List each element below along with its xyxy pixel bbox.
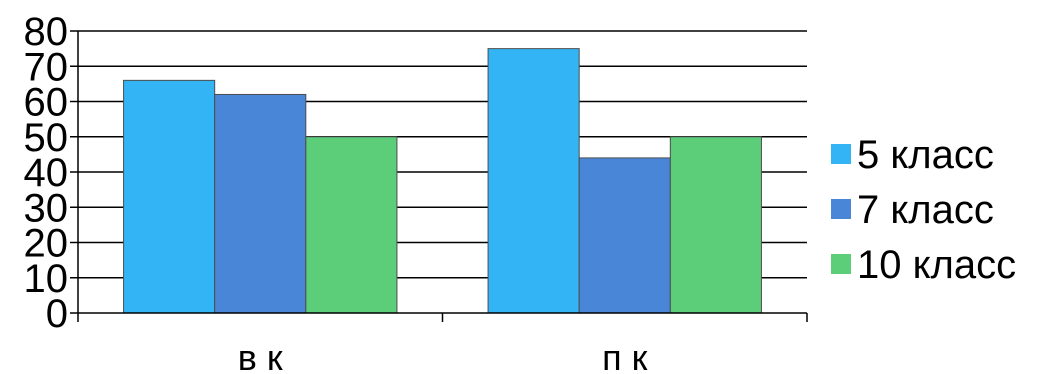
y-tick-label: 80 <box>24 10 69 54</box>
axes <box>70 30 808 322</box>
y-tick-label: 0 <box>46 292 68 336</box>
y-tick-label: 10 <box>24 257 69 301</box>
bar-1-1 <box>123 79 216 314</box>
legend-swatch <box>831 144 851 164</box>
legend-swatch <box>831 254 851 274</box>
bars <box>123 48 762 314</box>
legend: 5 класс 7 класс 10 класс <box>831 133 1016 287</box>
y-tick-label: 40 <box>24 151 69 195</box>
bar-3-1 <box>305 136 398 314</box>
bar-1-2 <box>487 48 580 314</box>
bar-3-2 <box>669 136 762 314</box>
legend-label: 7 класс <box>857 188 994 232</box>
y-tick-label: 50 <box>24 116 69 160</box>
legend-label: 5 класс <box>857 133 994 177</box>
y-tick-label: 20 <box>24 222 69 266</box>
y-tick-label: 60 <box>24 81 69 125</box>
bar-2-1 <box>214 93 307 314</box>
legend-label: 10 класс <box>857 243 1016 287</box>
legend-swatch <box>831 199 851 219</box>
y-tick-label: 70 <box>24 45 69 89</box>
x-category-label: в к <box>238 337 283 374</box>
bar-2-2 <box>578 157 671 314</box>
x-category-label: п к <box>602 337 647 374</box>
y-tick-label: 30 <box>24 186 69 230</box>
